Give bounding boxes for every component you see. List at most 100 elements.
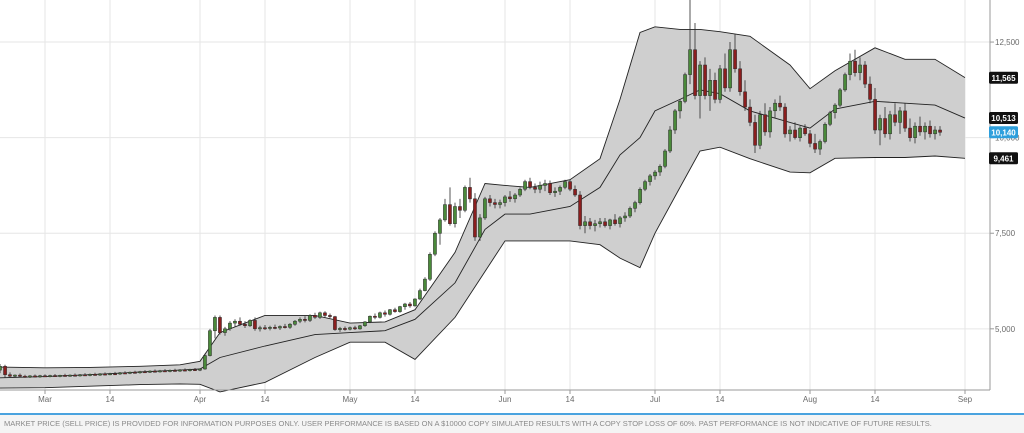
- candle-body: [308, 315, 312, 321]
- candle: [603, 217, 607, 228]
- candle-body: [108, 373, 112, 376]
- candle: [373, 313, 377, 320]
- candle: [8, 372, 12, 378]
- price-label-text: 10,140: [991, 128, 1016, 137]
- candle: [823, 122, 827, 144]
- candle-body: [168, 370, 172, 372]
- candle: [218, 315, 222, 335]
- candle: [493, 198, 497, 209]
- y-tick-label: 5,000: [995, 325, 1016, 334]
- candle-body: [608, 219, 612, 226]
- candle-body: [763, 114, 767, 133]
- candle-body: [368, 315, 372, 323]
- candle-body: [173, 370, 177, 372]
- candle-body: [438, 219, 442, 234]
- candle: [43, 374, 47, 378]
- candle-body: [518, 189, 522, 196]
- candle-body: [333, 316, 337, 330]
- candle-body: [413, 298, 417, 307]
- candle-body: [78, 374, 82, 377]
- candle-body: [223, 328, 227, 333]
- candle-body: [253, 320, 257, 330]
- candle: [833, 103, 837, 119]
- disclaimer-text: MARKET PRICE (SELL PRICE) IS PROVIDED FO…: [0, 413, 1024, 433]
- price-label-box: [989, 152, 1018, 165]
- candle: [758, 110, 762, 150]
- candle: [403, 302, 407, 310]
- candle: [423, 277, 427, 292]
- candle: [68, 374, 72, 377]
- candle-body: [483, 198, 487, 219]
- band-fill: [0, 26, 965, 392]
- candle-body: [543, 183, 547, 186]
- candle-body: [658, 166, 662, 173]
- candle-body: [18, 374, 22, 377]
- candle: [463, 185, 467, 213]
- candle: [103, 372, 107, 376]
- candle: [773, 99, 777, 119]
- candle: [658, 164, 662, 176]
- x-tick-label: May: [342, 395, 357, 404]
- candle: [618, 216, 622, 228]
- candle-body: [343, 328, 347, 330]
- candle-body: [143, 371, 147, 374]
- candle: [203, 353, 207, 370]
- candle: [798, 126, 802, 142]
- candle: [863, 61, 867, 88]
- candle-body: [503, 196, 507, 203]
- candle: [868, 76, 872, 104]
- candle: [923, 122, 927, 140]
- candle-body: [363, 321, 367, 326]
- candle: [453, 202, 457, 228]
- candle: [513, 193, 517, 203]
- candle-body: [803, 127, 807, 135]
- candle-body: [773, 102, 777, 112]
- candle: [38, 374, 42, 378]
- candle-body: [233, 320, 237, 324]
- candle: [143, 370, 147, 374]
- candle: [468, 177, 472, 203]
- candle: [543, 179, 547, 192]
- candle: [673, 108, 677, 134]
- candle-body: [163, 370, 167, 373]
- candle-body: [63, 375, 67, 377]
- candle: [368, 315, 372, 324]
- candle-body: [258, 327, 262, 330]
- candle-body: [508, 196, 512, 200]
- candle-body: [638, 189, 642, 203]
- candle-body: [748, 106, 752, 123]
- candle: [578, 191, 582, 230]
- price-label-box: [989, 112, 1018, 125]
- candle-body: [868, 83, 872, 100]
- candle: [533, 183, 537, 194]
- candle-body: [288, 323, 292, 328]
- candle: [918, 116, 922, 136]
- x-tick-label: 14: [871, 395, 880, 404]
- candle-body: [228, 322, 232, 330]
- candle: [268, 325, 272, 331]
- candle-body: [798, 127, 802, 138]
- price-label-text: 11,565: [991, 74, 1016, 83]
- candle: [363, 321, 367, 327]
- candle-body: [243, 323, 247, 326]
- candle-body: [463, 187, 467, 211]
- candle-body: [583, 221, 587, 226]
- candle: [243, 321, 247, 329]
- candle-body: [208, 330, 212, 356]
- price-label-box: [989, 71, 1018, 84]
- candle: [213, 315, 217, 339]
- candle: [503, 195, 507, 207]
- candle-body: [338, 328, 342, 330]
- candle: [653, 170, 657, 180]
- candle-body: [908, 127, 912, 138]
- candle-body: [38, 375, 42, 378]
- candle-body: [133, 371, 137, 374]
- candle: [808, 130, 812, 148]
- candle-body: [688, 49, 692, 75]
- candle: [628, 206, 632, 218]
- candle: [698, 61, 702, 119]
- candle-body: [193, 369, 197, 371]
- candle: [93, 372, 97, 376]
- candle: [283, 323, 287, 329]
